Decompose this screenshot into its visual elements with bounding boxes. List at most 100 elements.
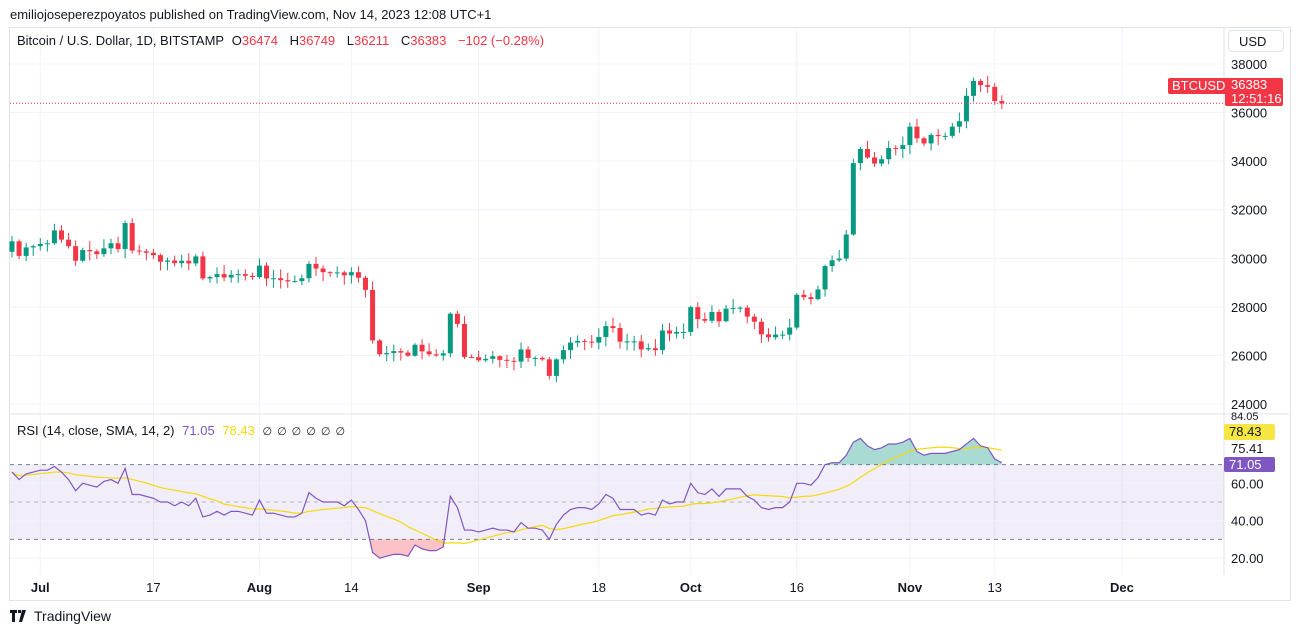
candle-body: [610, 326, 616, 329]
candle-body: [157, 255, 163, 262]
candle-body: [469, 356, 475, 358]
na-icon: ∅: [320, 426, 331, 438]
candle-body: [836, 258, 842, 261]
candle-body: [129, 223, 135, 251]
candle-body: [490, 356, 496, 359]
candle-body: [758, 321, 764, 335]
candle-body: [659, 330, 665, 351]
candle-body: [638, 341, 644, 350]
bar-countdown: 12:51:16: [1231, 91, 1282, 106]
candle-body: [313, 263, 319, 269]
oversold-fill: [369, 539, 445, 559]
candle-body: [412, 344, 418, 356]
candle-body: [320, 268, 326, 273]
na-icon: ∅: [262, 426, 273, 438]
candle-body: [363, 277, 368, 290]
candle-body: [327, 272, 333, 274]
price-tick-label: 36000: [1231, 106, 1267, 121]
candle-body: [377, 340, 383, 355]
rsi-legend[interactable]: RSI (14, close, SMA, 14, 2) 71.05 78.43 …: [17, 423, 345, 438]
close-value: 36383: [410, 33, 447, 48]
candle-body: [483, 358, 489, 361]
candle-body: [214, 274, 220, 278]
candle-body: [829, 260, 835, 267]
candle-body: [935, 134, 941, 137]
time-tick-label: 13: [987, 580, 1001, 595]
symbol-legend[interactable]: Bitcoin / U.S. Dollar, 1D, BITSTAMP O364…: [17, 33, 548, 48]
candle-body: [256, 265, 262, 278]
high-field: H36749: [289, 33, 336, 48]
candle-body: [221, 274, 227, 278]
grid: [10, 28, 1224, 575]
candle-body: [193, 256, 199, 264]
candle-body: [165, 260, 171, 262]
time-tick-label: Dec: [1110, 580, 1134, 595]
candle-body: [942, 135, 948, 137]
candle-body: [73, 246, 79, 261]
candle-body: [30, 246, 36, 248]
candle-body: [794, 294, 800, 328]
candle-body: [603, 326, 609, 338]
candle-body: [575, 340, 581, 343]
candle-body: [652, 348, 658, 351]
last-price-tag: 36383 12:51:16: [1225, 78, 1283, 106]
sma-value: 78.43: [222, 423, 255, 438]
candle-body: [200, 256, 206, 279]
low-value: 36211: [354, 33, 390, 48]
candle-body: [285, 280, 291, 282]
candle-body: [822, 266, 828, 290]
candle-body: [999, 101, 1005, 104]
candle-body: [949, 126, 955, 136]
time-tick-label: 16: [790, 580, 804, 595]
candle-body: [900, 145, 906, 150]
currency-button[interactable]: USD: [1228, 30, 1284, 52]
candle-body: [539, 357, 545, 360]
candle-body: [398, 351, 404, 353]
tradingview-logo[interactable]: TradingView: [10, 608, 111, 624]
candle-body: [765, 334, 771, 338]
candle-body: [568, 342, 574, 351]
candle-body: [681, 331, 687, 333]
price-tick-label: 38000: [1231, 57, 1267, 72]
candle-body: [751, 316, 757, 322]
high-value: 36749: [299, 33, 336, 48]
candle-body: [150, 252, 156, 256]
symbol-title: Bitcoin / U.S. Dollar, 1D, BITSTAMP: [17, 33, 225, 48]
change-value: −102 (−0.28%): [458, 33, 545, 48]
candle-body: [94, 251, 100, 255]
candle-body: [278, 278, 284, 281]
candle-body: [391, 351, 397, 354]
price-tick-label: 32000: [1231, 203, 1267, 218]
rsi-level-label: 75.41: [1231, 441, 1264, 456]
rsi-tag: 71.05: [1224, 457, 1275, 472]
candle-body: [596, 337, 602, 343]
candle-body: [815, 289, 821, 300]
na-icon: ∅: [277, 426, 287, 438]
candle-body: [843, 234, 849, 259]
candle-body: [667, 330, 673, 334]
candle-body: [66, 239, 72, 247]
candle-body: [893, 148, 899, 150]
candle-body: [511, 360, 517, 362]
candle-body: [631, 341, 637, 343]
candle-body: [928, 134, 934, 144]
candle-body: [292, 281, 298, 283]
candle-body: [589, 341, 595, 343]
candle-body: [907, 126, 913, 146]
candle-body: [624, 341, 630, 343]
rsi-tick-label: 20.00: [1231, 551, 1264, 566]
candle-body: [525, 349, 531, 358]
price-tick-label: 26000: [1231, 348, 1267, 363]
candle-body: [886, 148, 892, 160]
candle-body: [433, 354, 439, 356]
na-icon: ∅: [291, 426, 302, 438]
candle-body: [857, 149, 863, 164]
price-axis: 38000 36000 34000 32000 30000 28000 26000 24000…: [1231, 57, 1267, 566]
candle-body: [971, 81, 977, 96]
candle-body: [299, 278, 305, 282]
time-tick-label: 18: [592, 580, 606, 595]
candle-body: [879, 159, 885, 164]
candle-body: [582, 340, 588, 342]
rsi-line: [11, 437, 1003, 559]
